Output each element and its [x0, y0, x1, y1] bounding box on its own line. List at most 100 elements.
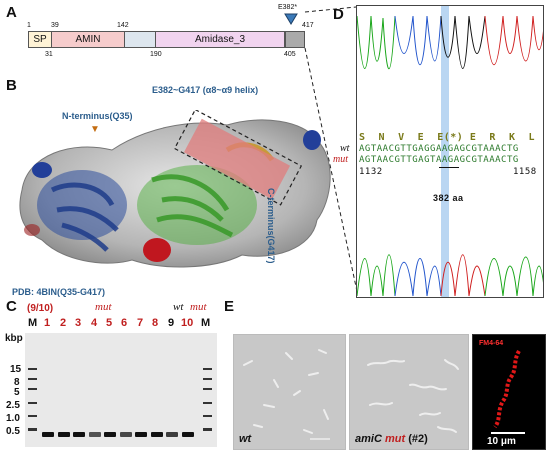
domain-sp-label: SP — [33, 34, 47, 45]
wt-label: wt — [356, 144, 357, 154]
band-lane-6 — [120, 432, 132, 437]
pos-31: 31 — [45, 51, 53, 58]
ladder-band — [28, 388, 37, 390]
lane-5: 5 — [106, 317, 113, 329]
ladder-band — [203, 368, 212, 370]
gel-image — [25, 333, 217, 447]
ladder-8: 8 — [14, 377, 20, 388]
mutation-marker: E382* — [278, 4, 298, 25]
wt-sequence: AGTAACGTTGAGGAAGAGCGTAAACTG — [359, 144, 519, 154]
band-lane-5 — [104, 432, 116, 437]
lane-2: 2 — [60, 317, 67, 329]
chromatogram-box: S N V E E(*) E R K L wt AGTAACGTTGAGGAAG… — [356, 5, 544, 298]
lane-1: 1 — [44, 317, 51, 329]
band-lane-1 — [42, 432, 54, 437]
band-lane-3 — [73, 432, 85, 437]
ladder-band — [28, 368, 37, 370]
lane-7: 7 — [137, 317, 144, 329]
ladder-band — [203, 388, 212, 390]
band-lane-8 — [151, 432, 163, 437]
ladder-1-0: 1.0 — [6, 413, 20, 424]
micrograph-mut: amiC mut (#2) — [349, 334, 469, 450]
mut-header: mut — [95, 301, 112, 313]
domain-amidase: Amidase_3 — [155, 31, 285, 48]
mutation-label: E382* — [278, 4, 298, 11]
lane-9: 9 — [168, 317, 175, 329]
ladder-band — [203, 378, 212, 380]
wt-header: wt — [173, 301, 184, 313]
stain-label: FM4-64 — [479, 340, 504, 347]
panel-b-label: B — [6, 77, 17, 94]
band-lane-7 — [135, 432, 147, 437]
mut-side-label: mut — [333, 154, 348, 165]
domain-amin: AMIN — [51, 31, 125, 48]
micrograph-wt: wt — [233, 334, 346, 450]
band-lane-10 — [182, 432, 194, 437]
c-terminus-label: C-terminus(G417) — [266, 188, 276, 264]
lane-m-left: M — [28, 317, 38, 329]
lane-6: 6 — [121, 317, 128, 329]
ladder-15: 15 — [10, 364, 22, 375]
pos-39: 39 — [51, 22, 59, 29]
ladder-2-5: 2.5 — [6, 400, 20, 411]
scale-label: 10 μm — [487, 436, 516, 447]
panel-a-label: A — [6, 4, 17, 21]
triangle-marker-icon — [284, 13, 298, 25]
band-lane-4 — [89, 432, 101, 437]
aa-position: 382 aa — [433, 193, 464, 203]
band-lane-2 — [58, 432, 70, 437]
n-terminus-label: N-terminus(Q35) — [62, 111, 133, 121]
position-start: 1132 — [359, 167, 383, 177]
kbp-label: kbp — [5, 333, 23, 344]
pos-405: 405 — [284, 51, 296, 58]
band-lane-9 — [166, 432, 178, 437]
ladder-band — [203, 428, 212, 431]
ladder-band — [28, 378, 37, 380]
domain-amin-label: AMIN — [75, 34, 101, 45]
mut-caption-id: (#2) — [408, 433, 428, 445]
ladder-band — [28, 428, 37, 431]
lane-m-right: M — [201, 317, 211, 329]
fm464-filament — [493, 349, 521, 429]
panel-d-label: D — [333, 6, 344, 23]
protein-structure-image — [19, 110, 331, 268]
mut-caption-gene: amiC — [355, 433, 382, 445]
lane-3: 3 — [75, 317, 82, 329]
panel-e-label: E — [224, 298, 235, 315]
wt-side-label: wt — [340, 143, 350, 154]
ladder-5: 5 — [14, 387, 20, 398]
lane-8: 8 — [152, 317, 159, 329]
micrograph-fm464: FM4-64 10 μm — [472, 334, 546, 450]
domain-amidase-label: Amidase_3 — [194, 34, 246, 45]
mut-header-2: mut — [190, 301, 207, 313]
aa-row: S N V E E(*) E R K L — [359, 132, 536, 143]
ladder-0-5: 0.5 — [6, 426, 20, 437]
pos-1: 1 — [27, 22, 31, 29]
mut-caption: amiC mut (#2) — [355, 433, 428, 445]
helix-label: E382~G417 (α8~α9 helix) — [152, 85, 259, 95]
count-label: (9/10) — [27, 303, 54, 314]
pos-142: 142 — [117, 22, 129, 29]
wt-caption: wt — [239, 433, 252, 445]
chromatogram-traces — [357, 6, 543, 297]
position-end: 1158 — [513, 167, 537, 177]
lane-4: 4 — [91, 317, 98, 329]
wt-cells — [243, 349, 330, 440]
scale-bar — [491, 432, 525, 434]
pdb-label: PDB: 4BIN(Q35-G417) — [12, 287, 106, 297]
panel-c-label: C — [6, 298, 17, 315]
mut-caption-mut: mut — [384, 433, 406, 445]
mut-sequence: AGTAACGTTGAGTAAGAGCGTAAACTG — [359, 155, 519, 165]
mut-cells — [367, 359, 459, 433]
ladder-band — [28, 402, 37, 404]
ladder-band — [28, 415, 37, 417]
domain-tail — [285, 31, 305, 48]
n-terminus-pointer: ▼ — [90, 124, 100, 135]
stop-codon-underline — [439, 167, 459, 168]
pos-417: 417 — [302, 22, 314, 29]
ladder-band — [203, 402, 212, 404]
lane-10: 10 — [181, 317, 194, 329]
pos-190: 190 — [150, 51, 162, 58]
ladder-band — [203, 415, 212, 417]
